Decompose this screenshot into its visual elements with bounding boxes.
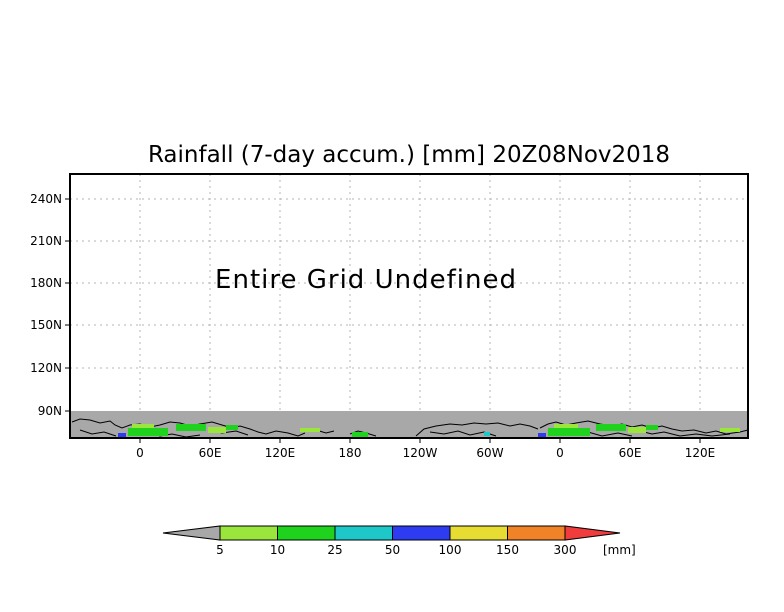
colorbar-label: 100 [439,543,462,557]
undefined-grid-message: Entire Grid Undefined [215,265,517,295]
colorbar-label: 300 [554,543,577,557]
longitude-label: 120E [685,446,716,460]
longitude-label: 60W [476,446,503,460]
colorbar-label: 50 [385,543,400,557]
longitude-label: 0 [136,446,144,460]
map-gridlines [70,174,748,411]
map-tick-marks [65,198,701,443]
colorbar-segment [277,525,336,541]
map-frame-background [70,174,748,438]
longitude-label: 60E [199,446,222,460]
map-title: Rainfall (7-day accum.) [mm] 20Z08Nov201… [148,142,670,168]
colorbar-label: 150 [496,543,519,557]
rainfall-patches [118,424,740,437]
longitude-label: 0 [556,446,564,460]
latitude-label: 240N [30,192,62,206]
colorbar-segment [334,525,393,541]
latitude-label: 120N [30,361,62,375]
longitude-label: 120W [403,446,438,460]
colorbar-segment [507,525,566,541]
colorbar-segment [162,525,221,541]
colorbar-label: 10 [270,543,285,557]
latitude-label: 90N [38,404,62,418]
colorbar-segment [564,525,621,541]
longitude-label: 180 [339,446,362,460]
colorbar-unit: [mm] [603,543,636,557]
latitude-label: 150N [30,318,62,332]
colorbar-segment [219,525,278,541]
latitude-labels: 240N 210N 180N 150N 120N 90N [30,192,62,418]
colorbar-label: 5 [216,543,224,557]
latitude-label: 180N [30,276,62,290]
longitude-labels: 0 60E 120E 180 120W 60W 0 60E 120E [136,446,715,460]
colorbar-label: 25 [327,543,342,557]
longitude-label: 60E [619,446,642,460]
longitude-label: 120E [265,446,296,460]
latitude-label: 210N [30,234,62,248]
colorbar: 5 10 25 50 100 150 300 [162,525,621,557]
map-border [69,173,749,439]
colorbar-segment [392,525,451,541]
colorbar-segment [449,525,508,541]
